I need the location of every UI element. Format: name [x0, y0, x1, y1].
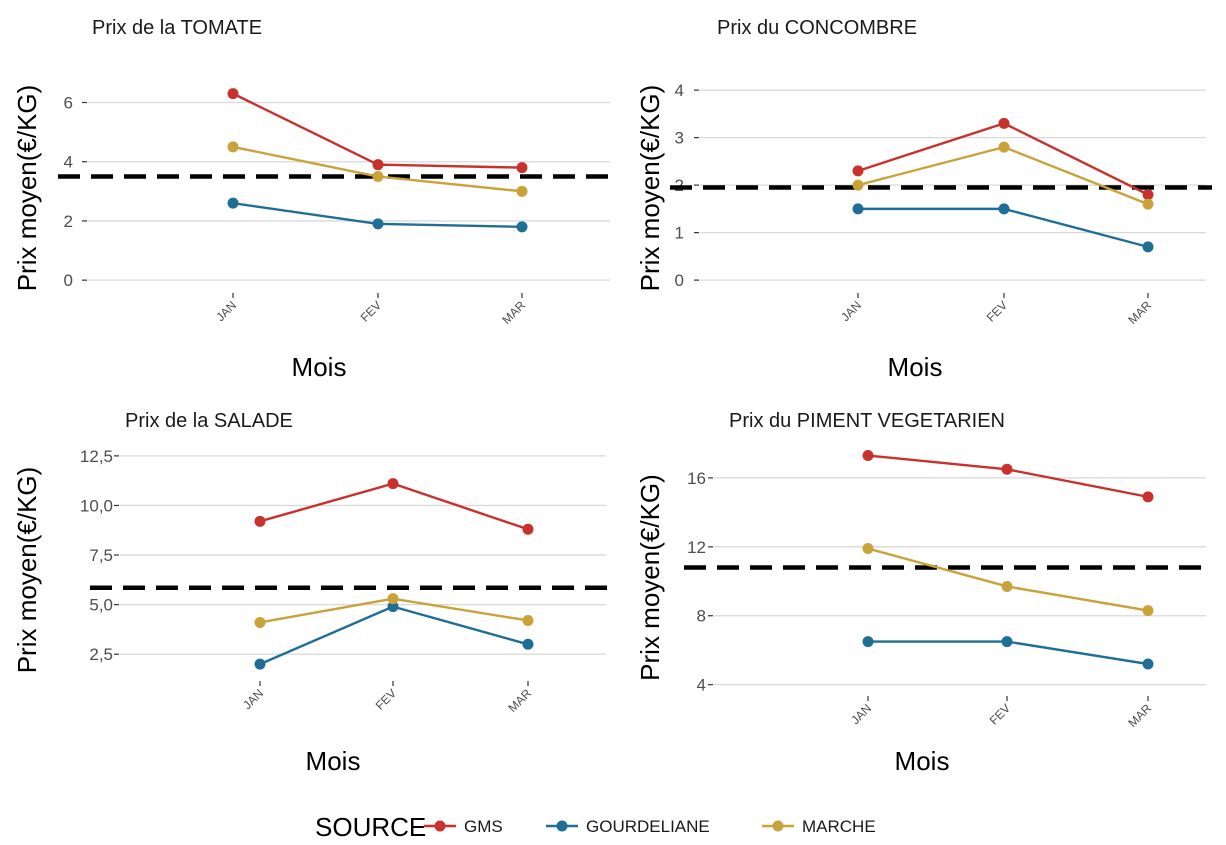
legend-swatch-point — [772, 820, 784, 832]
x-tick-label: JAN — [240, 686, 266, 712]
data-point — [1001, 463, 1013, 475]
data-point — [1142, 605, 1154, 617]
legend-label: GMS — [464, 817, 503, 836]
data-point — [227, 88, 239, 100]
x-tick-label: FEV — [373, 686, 399, 712]
x-tick-label: JAN — [213, 298, 239, 324]
data-point — [1142, 658, 1154, 670]
data-point — [254, 658, 266, 670]
data-point — [522, 523, 534, 535]
data-point — [522, 614, 534, 626]
x-tick-label: MAR — [499, 298, 528, 327]
y-tick-label: 0 — [64, 271, 73, 290]
y-tick-label: 16 — [687, 469, 706, 488]
y-tick-label: 4 — [64, 153, 73, 172]
y-tick-label: 10,0 — [80, 496, 113, 515]
x-tick-label: FEV — [358, 298, 384, 324]
x-tick-label: FEV — [987, 701, 1013, 727]
y-tick-label: 0 — [675, 271, 684, 290]
y-tick-label: 4 — [675, 81, 684, 100]
data-point — [862, 636, 874, 648]
chart-panel: Prix de la TOMATE 0 2 4 6 JAN FEV MAR Mois Prix m… — [12, 17, 616, 382]
data-point — [516, 185, 528, 197]
data-point — [998, 141, 1010, 153]
y-tick-label: 3 — [675, 129, 684, 148]
data-point — [372, 218, 384, 230]
series-line — [857, 122, 1149, 196]
y-tick-label: 4 — [697, 676, 706, 695]
data-point — [1142, 491, 1154, 503]
chart-panel: Prix du CONCOMBRE01234JANFEVMARMoisPrix … — [635, 17, 1212, 382]
data-point — [1142, 241, 1154, 253]
legend-item: MARCHE — [762, 817, 876, 836]
panel-title: Prix de la SALADE — [125, 410, 293, 432]
x-tick-label: JAN — [838, 298, 864, 324]
legend-item: GOURDELIANE — [546, 817, 710, 836]
data-point — [372, 171, 384, 183]
panel-title: Prix du PIMENT VEGETARIEN — [729, 410, 1005, 432]
x-axis-title: Mois — [895, 746, 950, 776]
series-line — [259, 482, 529, 531]
data-point — [522, 638, 534, 650]
data-point — [1001, 636, 1013, 648]
x-tick-label: MAR — [1125, 701, 1154, 730]
y-axis-title: Prix moyen(€/KG) — [12, 85, 42, 292]
data-point — [852, 165, 864, 177]
panel-title: Prix de la TOMATE — [92, 17, 262, 39]
legend: SOURCE GMS GOURDELIANE MARCHE — [315, 812, 876, 842]
y-tick-label: 8 — [697, 607, 706, 626]
data-point — [998, 203, 1010, 215]
data-point — [516, 162, 528, 174]
x-axis-title: Mois — [292, 352, 347, 382]
data-point — [516, 221, 528, 233]
chart-panel: Prix du PIMENT VEGETARIEN 4 8 12 16 JAN FEV MAR… — [635, 410, 1212, 776]
data-point — [852, 179, 864, 191]
series-line — [867, 454, 1149, 499]
y-tick-label: 2 — [64, 212, 73, 231]
data-point — [227, 197, 239, 209]
y-tick-label: 12 — [687, 538, 706, 557]
legend-label: GOURDELIANE — [586, 817, 710, 836]
y-axis-title: Prix moyen(€/KG) — [635, 85, 665, 292]
data-point — [387, 601, 399, 613]
legend-swatch-point — [434, 820, 446, 832]
y-tick-label: 5,0 — [89, 596, 113, 615]
data-point — [862, 450, 874, 462]
data-point — [254, 616, 266, 628]
legend-title: SOURCE — [315, 812, 426, 840]
legend-item: GMS — [424, 817, 503, 836]
y-tick-label: 1 — [675, 224, 684, 243]
data-point — [1142, 189, 1154, 201]
y-tick-label: 2,5 — [89, 645, 113, 664]
data-point — [387, 593, 399, 605]
data-point — [372, 159, 384, 171]
x-tick-label: MAR — [1125, 298, 1154, 327]
y-axis-title: Prix moyen(€/KG) — [12, 467, 42, 674]
x-tick-label: JAN — [848, 701, 874, 727]
y-axis-title: Prix moyen(€/KG) — [635, 474, 665, 681]
panel-title: Prix du CONCOMBRE — [717, 17, 917, 39]
x-axis-title: Mois — [888, 352, 943, 382]
y-tick-label: 6 — [64, 93, 73, 112]
data-point — [1142, 198, 1154, 210]
x-tick-label: FEV — [984, 298, 1010, 324]
series-line — [858, 207, 1149, 249]
y-tick-label: 12,5 — [80, 447, 113, 466]
x-axis-title: Mois — [306, 746, 361, 776]
data-point — [254, 515, 266, 527]
x-tick-label: MAR — [505, 686, 534, 715]
data-point — [1001, 580, 1013, 592]
y-tick-label: 7,5 — [89, 546, 113, 565]
data-point — [862, 543, 874, 555]
data-point — [998, 117, 1010, 129]
data-point — [227, 141, 239, 153]
data-point — [852, 203, 864, 215]
data-point — [387, 478, 399, 490]
legend-swatch-point — [556, 820, 568, 832]
chart-panel: Prix de la SALADE 2,5 5,0 7,5 10,0 12,5 JAN FEV… — [12, 410, 612, 776]
series-line — [867, 547, 1149, 612]
legend-label: MARCHE — [802, 817, 876, 836]
